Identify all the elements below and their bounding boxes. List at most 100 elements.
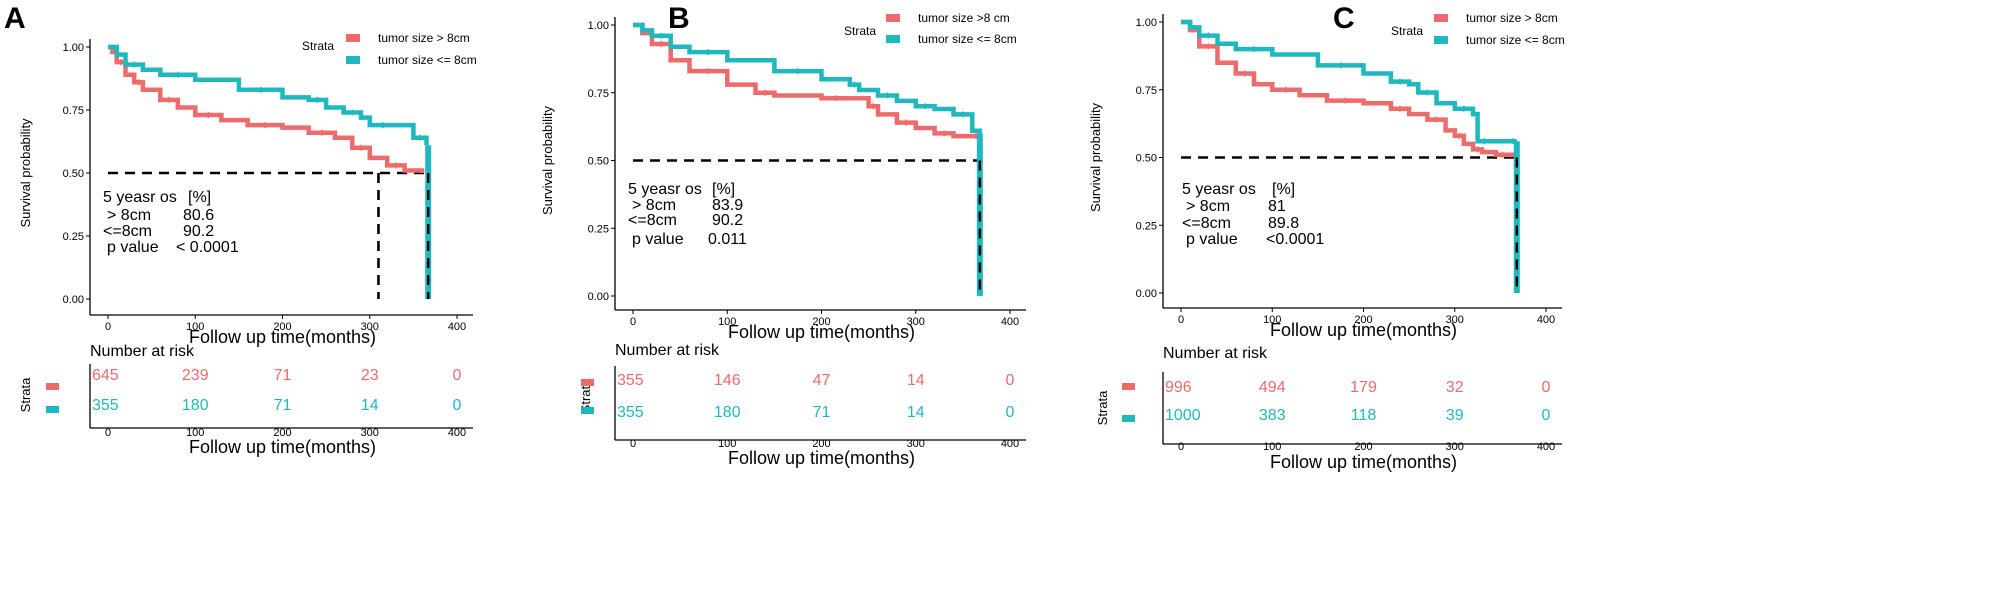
x-tick-label: 400 [448, 321, 466, 333]
risk-x-tick-label: 300 [1446, 441, 1464, 453]
risk-count: 39 [1446, 407, 1464, 424]
annotation-header-label: 5 yeasr os [103, 189, 177, 206]
annotation-p-value: < 0.0001 [176, 239, 239, 256]
y-tick-label: 0.00 [63, 294, 84, 306]
censor-mark [257, 86, 264, 93]
risk-count: 645 [92, 367, 119, 384]
annotation-header-label: 5 yeasr os [628, 181, 702, 198]
legend-label: tumor size <= 8cm [378, 53, 477, 67]
risk-strata-marker [1122, 383, 1135, 390]
censor-mark [832, 95, 839, 102]
risk-count: 71 [813, 404, 831, 421]
censor-mark [794, 68, 801, 75]
censor-mark [1456, 132, 1463, 139]
risk-count: 996 [1165, 379, 1192, 396]
censor-mark [1337, 62, 1344, 69]
km-curve-large-tumor [1181, 19, 1517, 158]
y-tick-label: 0.50 [63, 168, 84, 180]
risk-x-tick-label: 300 [361, 427, 379, 439]
risk-count: 23 [361, 367, 379, 384]
risk-x-tick-label: 400 [448, 427, 466, 439]
panel-c: 0.00 0.25 0.50 0.75 1.00 0 100 200 300 400 Follow … [1088, 11, 1565, 472]
risk-count: 0 [1542, 379, 1551, 396]
censor-mark [1460, 105, 1467, 112]
x-axis-title: Follow up time(months) [728, 322, 915, 342]
censor-mark [314, 96, 321, 103]
annotation-header-unit: [%] [712, 181, 735, 198]
censor-mark [1282, 86, 1289, 93]
annotation-header-unit: [%] [188, 189, 211, 206]
risk-x-tick-label: 200 [1354, 441, 1372, 453]
censor-mark [884, 92, 891, 99]
risk-count: 146 [714, 372, 741, 389]
risk-count: 180 [714, 404, 741, 421]
legend-swatch [346, 34, 360, 42]
censor-mark [262, 122, 269, 129]
censor-mark [416, 134, 423, 141]
risk-x-tick-label: 100 [718, 438, 736, 450]
censor-mark [959, 111, 966, 118]
km-curve-large-tumor [108, 44, 425, 173]
annotation-row2-label: <=8cm [103, 223, 152, 240]
censor-mark [1397, 105, 1403, 112]
annotation-row2-value: 90.2 [712, 212, 743, 229]
risk-count: 47 [813, 372, 831, 389]
censor-mark [379, 122, 386, 129]
censor-mark [1433, 116, 1440, 123]
annotation-row1-value: 81 [1268, 198, 1286, 215]
risk-x-tick-label: 200 [812, 438, 830, 450]
annotation-row2-label: <=8cm [628, 212, 677, 229]
censor-mark [1397, 78, 1403, 85]
x-tick-label: 100 [186, 321, 204, 333]
censor-mark [903, 119, 910, 126]
censor-mark [174, 71, 181, 78]
annotation-p-label: p value [107, 239, 159, 256]
annotation-header-label: 5 yeasr os [1182, 181, 1256, 198]
censor-mark [851, 81, 858, 88]
risk-count: 383 [1259, 407, 1286, 424]
x-tick-label: 400 [1537, 314, 1555, 326]
y-tick-label: 0.00 [588, 291, 609, 303]
censor-mark [941, 130, 948, 137]
legend-label: tumor size > 8cm [378, 31, 470, 45]
km-curve-small-tumor [633, 22, 983, 134]
x-tick-label: 200 [1354, 314, 1372, 326]
annotation-row1-label: > 8cm [1186, 198, 1230, 215]
y-tick-label: 0.50 [588, 156, 609, 168]
risk-count: 239 [182, 367, 209, 384]
x-axis-title: Follow up time(months) [1270, 320, 1457, 340]
legend-swatch [886, 14, 900, 22]
risk-count: 355 [92, 397, 119, 414]
censor-mark [349, 109, 356, 116]
risk-x-tick-label: 400 [1001, 438, 1019, 450]
legend-title: Strata [844, 24, 876, 38]
censor-mark [1205, 32, 1212, 39]
y-axis-title: Survival probability [1088, 102, 1103, 212]
risk-count: 32 [1446, 379, 1464, 396]
annotation-row1-value: 80.6 [183, 207, 214, 224]
legend-swatch [886, 35, 900, 43]
censor-mark [705, 49, 712, 56]
risk-count: 118 [1351, 407, 1377, 424]
legend-title: Strata [1391, 24, 1423, 38]
risk-count: 0 [453, 397, 462, 414]
risk-count: 180 [182, 397, 209, 414]
censor-mark [135, 79, 142, 86]
panel-label-b: B [668, 2, 690, 35]
panel-label-a: A [4, 2, 26, 35]
y-tick-label: 0.00 [1136, 288, 1157, 300]
annotation-row1-label: > 8cm [632, 197, 676, 214]
annotation-p-value: <0.0001 [1266, 231, 1324, 248]
x-tick-label: 0 [630, 316, 636, 328]
risk-count: 14 [907, 404, 925, 421]
censor-mark [1241, 70, 1248, 77]
y-tick-label: 0.25 [588, 223, 609, 235]
risk-count: 494 [1259, 379, 1286, 396]
censor-mark [1205, 43, 1212, 50]
y-tick-label: 0.25 [1136, 220, 1157, 232]
annotation-row1-label: > 8cm [107, 207, 151, 224]
risk-x-axis-title: Follow up time(months) [189, 437, 376, 457]
risk-table-title: Number at risk [90, 343, 195, 360]
censor-mark [1499, 151, 1506, 158]
